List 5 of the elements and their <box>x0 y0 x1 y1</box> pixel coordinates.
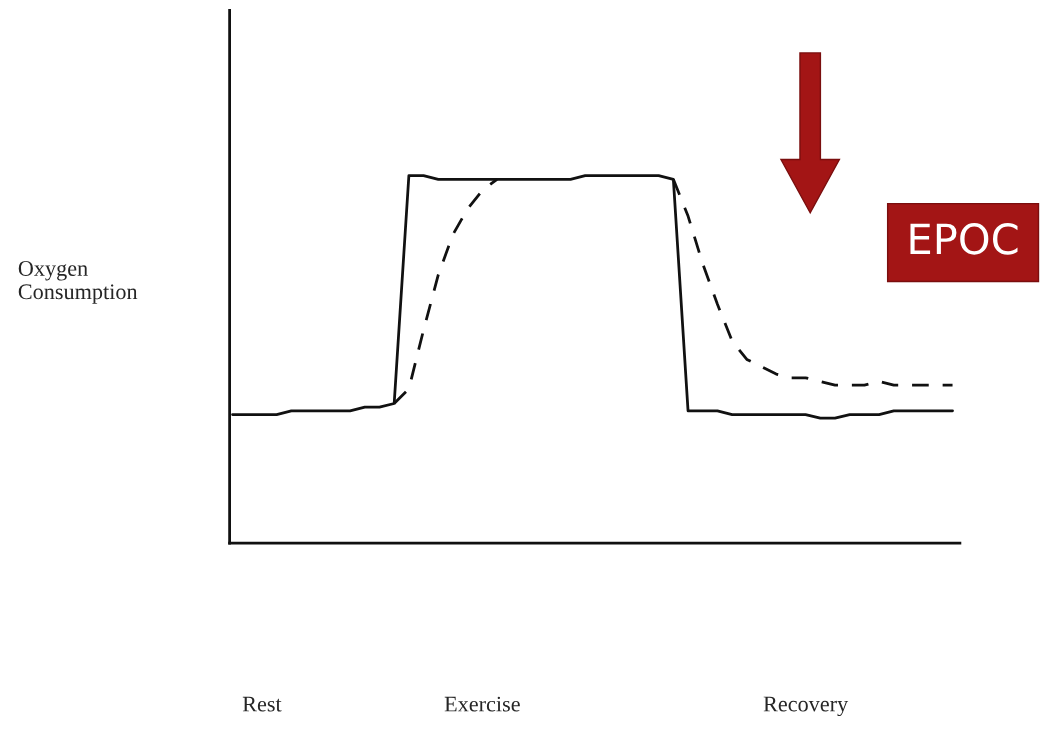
x-tick-label: Rest <box>242 696 282 712</box>
annotation: EPOC <box>910 223 1018 255</box>
x-tick-label: Exercise <box>444 696 520 712</box>
y-axis-title: Oxygen Consumption <box>18 261 138 304</box>
x-tick-label: Recovery <box>763 696 849 717</box>
